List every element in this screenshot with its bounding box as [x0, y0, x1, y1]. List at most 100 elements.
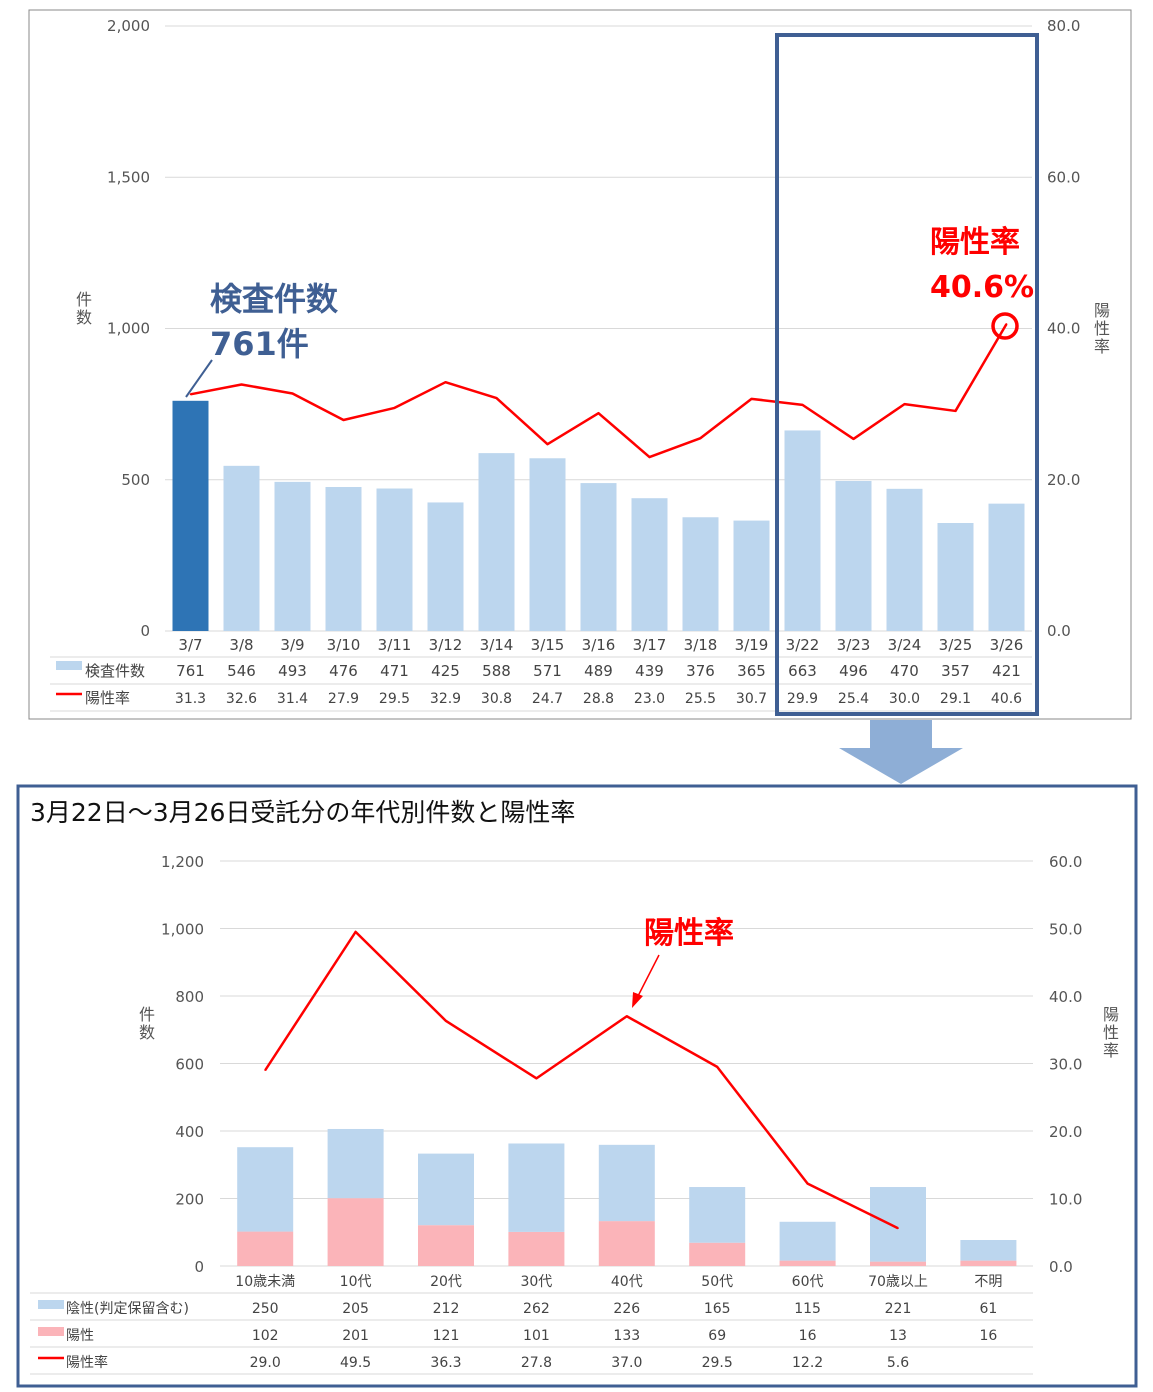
chart1-rate-point: [342, 419, 345, 421]
chart1-x-tick: 3/18: [684, 636, 718, 654]
chart1-rate-point: [648, 456, 651, 458]
chart1-annotation-rate-circle: [991, 312, 1019, 340]
chart1-ylabel-char: 数: [76, 308, 92, 327]
chart1-table-rate-cell: 29.9: [787, 691, 818, 707]
chart2-bars: [237, 1128, 1017, 1266]
chart1-bar: [580, 483, 617, 631]
chart2-table-cell: 36.3: [430, 1355, 461, 1371]
chart1-table-tests-cell: 489: [584, 662, 613, 680]
chart1-x-tick: 3/23: [837, 636, 871, 654]
chart2-table-cell: 121: [433, 1328, 460, 1344]
chart2-x-tick: 40代: [611, 1274, 643, 1290]
chart2-y-tick: 200: [175, 1191, 204, 1209]
chart1-rate-point: [291, 392, 294, 395]
chart1-category-labels: 3/7 3/8 3/9 3/10 3/11 3/12 3/14 3/15 3/16 3/17 3/1…: [178, 636, 1023, 654]
chart2-y2-tick: 0.0: [1049, 1258, 1073, 1276]
chart1-annotation-rate-title: 陽性率: [930, 225, 1020, 260]
chart2-y-tick: 1,000: [161, 921, 204, 939]
chart2-bar-positive: [870, 1261, 926, 1266]
chart1-bar: [325, 487, 362, 631]
chart2-rate-point: [716, 1066, 718, 1068]
chart2-legend-swatch-positive: [38, 1327, 64, 1336]
chart1-bar: [376, 488, 413, 631]
chart2-table-cell: 37.0: [611, 1355, 642, 1371]
down-arrow-icon: [839, 720, 963, 784]
chart1-bar: [733, 520, 770, 631]
chart2-x-tick: 10歳未満: [235, 1274, 295, 1290]
chart1-table-rate-cell: 32.6: [226, 691, 257, 707]
chart1-table-tests-cell: 496: [839, 662, 868, 680]
chart1-table-tests-cell: 588: [482, 662, 511, 680]
chart1-bars: [172, 400, 1025, 631]
chart2-table-cell: 69: [708, 1328, 726, 1344]
chart1-y-tick: 1,000: [107, 320, 150, 338]
chart2-x-tick: 10代: [340, 1274, 372, 1290]
chart2-y2-axis-label: 陽性率: [1103, 1005, 1119, 1060]
chart2-bar-negative: [870, 1187, 926, 1262]
chart1-left-axis: 0 500 1,000 1,500 2,000: [107, 17, 150, 640]
chart2-y-tick: 800: [175, 988, 204, 1006]
chart1-table-rate-cell: 29.5: [379, 691, 410, 707]
chart2-y2-tick: 60.0: [1049, 853, 1082, 871]
chart1-x-tick: 3/19: [735, 636, 769, 654]
chart1-table-rate-cell: 27.9: [328, 691, 359, 707]
chart2-table-cell: 16: [979, 1328, 997, 1344]
chart1-y2label-char: 率: [1094, 337, 1110, 356]
chart1-x-tick: 3/7: [178, 636, 202, 654]
chart1-y2-tick: 60.0: [1047, 168, 1080, 186]
chart2-annotation-pointer: [636, 954, 660, 999]
chart1-x-tick: 3/26: [990, 636, 1024, 654]
chart2-bar-positive: [508, 1231, 565, 1266]
chart1-table-tests-cell: 357: [941, 662, 970, 680]
chart1-y-axis-label: 件数: [76, 290, 92, 327]
chart2-table-cell: 16: [799, 1328, 817, 1344]
chart2-bar-positive: [779, 1260, 836, 1266]
chart1-table-tests-cell: 493: [278, 662, 307, 680]
chart2-x-tick: 50代: [701, 1274, 733, 1290]
chart1-bar: [988, 503, 1025, 631]
chart1-table-tests-cell: 663: [788, 662, 817, 680]
chart1-annotation-rate-value: 40.6%: [930, 270, 1034, 305]
chart1-y-tick: 500: [121, 471, 150, 489]
chart2-frame: [16, 784, 1138, 1388]
chart2-table-cell: 133: [613, 1328, 640, 1344]
chart2-bar-negative: [960, 1240, 1017, 1261]
chart1-bar: [223, 465, 260, 631]
chart2-rate-line: [264, 930, 899, 1230]
chart2-right-axis: 0.0 10.0 20.0 30.0 40.0 50.0 60.0: [1049, 853, 1082, 1276]
chart2-x-tick: 20代: [430, 1274, 462, 1290]
chart1-rate-point: [852, 438, 855, 440]
chart1-rate-point: [903, 403, 906, 405]
chart2-rate-point: [535, 1077, 538, 1080]
chart1-ylabel-char: 件: [76, 290, 92, 309]
chart1-annotation-tests-pointer: [185, 359, 213, 398]
chart1-y2label-char: 性: [1094, 319, 1110, 338]
chart2-bar-negative: [508, 1143, 565, 1232]
chart1-rate-point: [444, 381, 447, 383]
chart1-positive-rate-line: [189, 323, 1008, 459]
chart2-x-tick: 不明: [974, 1274, 1002, 1290]
chart2-rate-point: [626, 1015, 628, 1018]
chart2-table-cell: 27.8: [521, 1355, 552, 1371]
chart1-y2-tick: 40.0: [1047, 320, 1080, 338]
chart1-rate-point: [1005, 323, 1008, 325]
chart1-rate-point: [801, 404, 804, 406]
chart2-table-cell: 29.0: [250, 1355, 281, 1371]
chart2-y-tick: 0: [194, 1258, 204, 1276]
chart1-table-rate-cell: 23.0: [634, 691, 665, 707]
chart2-bar-negative: [779, 1221, 836, 1261]
chart2-y2label-char: 陽: [1103, 1005, 1119, 1024]
chart1-bar: [631, 498, 668, 631]
chart2-y-axis-label: 件数: [139, 1005, 155, 1042]
chart2-table-cell: 61: [979, 1301, 997, 1317]
chart1-table-rate-cell: 29.1: [940, 691, 971, 707]
chart2-table-cell: 13: [889, 1328, 907, 1344]
chart1-table-tests-cell: 546: [227, 662, 256, 680]
chart1-x-tick: 3/22: [786, 636, 820, 654]
chart1-x-tick: 3/25: [939, 636, 973, 654]
chart1-rate-point: [189, 393, 192, 396]
chart1-x-tick: 3/12: [429, 636, 463, 654]
chart1-legend-swatch-tests: [56, 661, 82, 670]
chart2-y2-tick: 20.0: [1049, 1123, 1082, 1141]
chart1-y2-tick: 80.0: [1047, 17, 1080, 35]
